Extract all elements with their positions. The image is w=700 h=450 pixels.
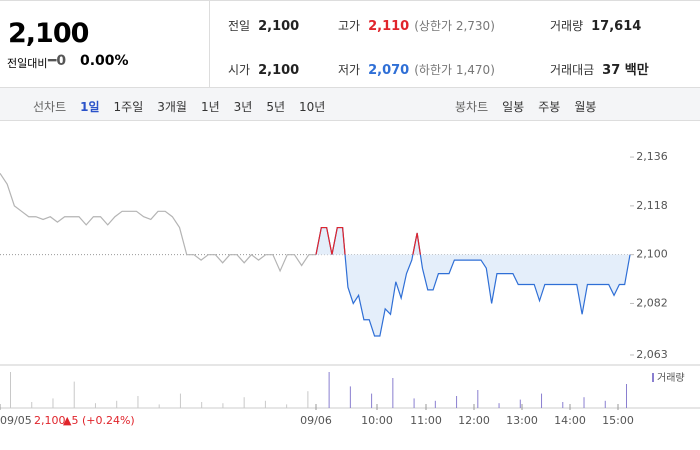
quote-value: 2,110 <box>368 19 410 34</box>
volume-bar <box>371 393 373 408</box>
quote: 거래량 17,614 <box>550 15 641 34</box>
volume-bar <box>52 398 54 408</box>
legend-label: 거래량 <box>657 372 685 384</box>
volume-bar <box>264 400 266 408</box>
x-tick-label: 15:00 <box>602 414 634 427</box>
quote-value: 2,100 <box>258 19 300 34</box>
quote-label: 시가 <box>228 63 251 77</box>
tab[interactable]: 월봉 <box>574 100 597 114</box>
tab[interactable]: 5년 <box>266 100 286 114</box>
header <box>0 0 700 88</box>
volume-bar <box>243 397 245 408</box>
tab-bar <box>0 88 700 121</box>
hover-change: ▲5 (+0.24%) <box>63 414 135 427</box>
volume-bar <box>413 398 415 408</box>
volume-bar <box>498 403 500 408</box>
y-tick-label: 2,063 <box>636 348 668 361</box>
legend-swatch <box>652 373 654 382</box>
volume-bar <box>307 391 309 408</box>
tab[interactable]: 10년 <box>299 100 326 114</box>
y-tick-label: 2,082 <box>636 296 668 309</box>
y-tick-label: 2,118 <box>636 199 668 212</box>
quote-label: 거래량 <box>550 19 584 33</box>
tab[interactable]: 1주일 <box>113 100 144 114</box>
quote-value: 37 백만 <box>602 63 649 78</box>
x-tick-label: 11:00 <box>410 414 442 427</box>
hover-price: 2,100 <box>34 414 66 427</box>
quote-value: 2,100 <box>258 63 300 78</box>
volume-bar <box>349 386 351 408</box>
quote-value: 2,070 <box>368 63 410 78</box>
price: 2,100 <box>8 18 89 49</box>
volume-bar <box>158 404 160 408</box>
volume-bar <box>31 402 33 408</box>
change: ━0 <box>48 53 67 69</box>
tab-group-label: 봉차트 <box>455 100 489 114</box>
volume-bar <box>626 384 627 408</box>
volume-bar <box>222 403 224 408</box>
x-tick-label: 12:00 <box>458 414 490 427</box>
volume-bar <box>541 393 543 408</box>
volume-bar <box>73 381 75 408</box>
tab[interactable]: 일봉 <box>502 100 525 114</box>
area <box>316 227 630 336</box>
line <box>315 226 631 337</box>
quote: 고가 2,110 (상한가 2,730) <box>338 15 495 34</box>
volume-bar <box>519 399 521 408</box>
quote-note: (하한가 1,470) <box>414 63 495 77</box>
volume-bar <box>286 404 288 408</box>
quote-value: 17,614 <box>591 19 642 34</box>
volume-bar <box>94 403 96 408</box>
quote: 전일 2,100 <box>228 15 299 34</box>
tab[interactable]: 주봉 <box>538 100 561 114</box>
volume-bar <box>456 396 458 408</box>
tab[interactable]: 3개월 <box>157 100 187 114</box>
divider <box>209 0 210 88</box>
volume-bar <box>328 372 330 408</box>
volume-bar <box>10 372 11 408</box>
volume-bar <box>116 400 118 408</box>
volume-bar <box>179 393 181 408</box>
x-tick-label: 09/05 <box>0 414 32 427</box>
quote: 시가 2,100 <box>228 59 299 78</box>
quote-note: (상한가 2,730) <box>414 19 495 33</box>
volume-bar <box>562 402 564 408</box>
quote: 저가 2,070 (하한가 1,470) <box>338 59 495 78</box>
change-label: 전일대비 <box>7 57 48 70</box>
x-tick-label: 13:00 <box>506 414 538 427</box>
volume-bar <box>392 378 394 408</box>
quote-label: 저가 <box>338 63 361 77</box>
x-tick-label: 14:00 <box>554 414 586 427</box>
tab-group-label: 선차트 <box>33 100 67 114</box>
tab[interactable]: 1년 <box>200 100 220 114</box>
quote-label: 전일 <box>228 19 251 33</box>
x-tick-label: 09/06 <box>300 414 332 427</box>
tab[interactable]: 3년 <box>233 100 253 114</box>
quote-label: 거래대금 <box>550 63 595 77</box>
y-tick-label: 2,100 <box>636 248 668 261</box>
volume-bar <box>583 397 585 408</box>
y-tick-label: 2,136 <box>636 150 668 163</box>
volume-bar <box>604 400 606 408</box>
volume-bar <box>434 400 436 408</box>
volume-bar <box>137 396 139 408</box>
volume-bar <box>201 402 203 408</box>
tab[interactable]: 1일 <box>80 100 100 114</box>
volume-bar <box>477 390 479 408</box>
quote-label: 고가 <box>338 19 361 33</box>
change-pct: 0.00% <box>80 53 129 69</box>
quote: 거래대금 37 백만 <box>550 59 649 78</box>
line <box>0 173 316 273</box>
x-tick-label: 10:00 <box>361 414 393 427</box>
